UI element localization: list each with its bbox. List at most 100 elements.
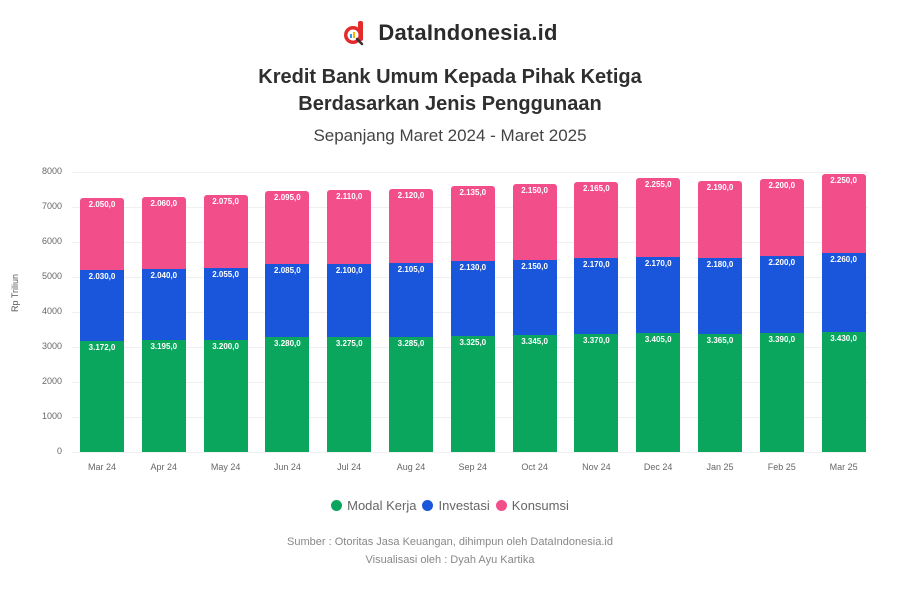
data-label: 2.200,0 (768, 181, 796, 191)
datainddonesia-logo-icon (342, 20, 368, 46)
data-label: 2.040,0 (150, 270, 178, 280)
bar-segment-investasi[interactable]: 2.170,0 (636, 256, 681, 333)
data-label: 2.135,0 (459, 188, 487, 198)
bar-segment-investasi[interactable]: 2.040,0 (141, 268, 186, 341)
data-label: 2.170,0 (583, 260, 610, 270)
data-label: 2.190,0 (706, 183, 734, 193)
data-label: 2.255,0 (644, 179, 672, 189)
bar-segment-konsumsi[interactable]: 2.165,0 (574, 182, 619, 259)
x-tick-label: Dec 24 (643, 462, 673, 472)
legend-label: Investasi (438, 498, 490, 513)
bar-segment-investasi[interactable]: 2.180,0 (698, 257, 742, 335)
bar-segment-konsumsi[interactable]: 2.060,0 (141, 196, 186, 269)
x-tick-label: Jul 24 (337, 462, 362, 472)
bar-segment-modal-kerja[interactable]: 3.405,0 (636, 332, 681, 452)
brand-name: DataIndonesia.id (378, 20, 558, 45)
bar-segment-modal-kerja[interactable]: 3.390,0 (759, 333, 804, 452)
data-label: 3.195,0 (150, 342, 178, 352)
legend-label: Konsumsi (511, 498, 569, 513)
data-label: 3.280,0 (274, 339, 301, 349)
data-label: 3.390,0 (768, 335, 796, 345)
bar-segment-konsumsi[interactable]: 2.255,0 (636, 177, 681, 257)
bar-segment-investasi[interactable]: 2.130,0 (450, 261, 495, 336)
bar-segment-modal-kerja[interactable]: 3.325,0 (450, 335, 495, 452)
data-label: 2.170,0 (644, 258, 672, 268)
bar-segment-konsumsi[interactable]: 2.110,0 (327, 190, 372, 264)
bar-segment-investasi[interactable]: 2.030,0 (80, 269, 124, 341)
data-label: 2.200,0 (768, 258, 796, 268)
bar-segment-konsumsi[interactable]: 2.050,0 (80, 198, 124, 270)
x-tick-label: Sep 24 (458, 462, 488, 472)
bar-segment-investasi[interactable]: 2.150,0 (512, 259, 557, 335)
data-label: 2.075,0 (212, 197, 239, 207)
data-label: 2.085,0 (274, 266, 301, 276)
bar-segment-modal-kerja[interactable]: 3.172,0 (80, 340, 124, 452)
data-label: 2.130,0 (459, 263, 487, 273)
data-label: 2.165,0 (583, 184, 610, 194)
data-label: 2.105,0 (397, 265, 425, 275)
bar-segment-investasi[interactable]: 2.055,0 (203, 268, 248, 340)
bar-segment-konsumsi[interactable]: 2.135,0 (450, 186, 495, 262)
legend-item-modal-kerja[interactable]: Modal Kerja (331, 498, 416, 513)
bar-segment-konsumsi[interactable]: 2.200,0 (759, 179, 804, 257)
bar-segment-konsumsi[interactable]: 2.095,0 (265, 190, 310, 265)
x-tick-label: Mar 25 (829, 462, 858, 472)
x-tick-label: Jan 25 (706, 462, 734, 472)
y-tick-label: 1000 (41, 411, 62, 421)
data-label: 2.060,0 (150, 198, 178, 208)
bar-segment-investasi[interactable]: 2.105,0 (389, 263, 433, 338)
data-label: 2.150,0 (521, 261, 548, 271)
bar-segment-modal-kerja[interactable]: 3.195,0 (141, 340, 186, 452)
bar-segment-modal-kerja[interactable]: 3.365,0 (698, 334, 742, 452)
bar-segment-investasi[interactable]: 2.260,0 (821, 252, 866, 332)
bar-segment-modal-kerja[interactable]: 3.200,0 (203, 340, 248, 452)
data-label: 3.430,0 (830, 333, 857, 343)
y-tick-label: 6000 (41, 236, 62, 246)
data-label: 3.275,0 (335, 339, 363, 349)
data-label: 3.285,0 (397, 339, 425, 349)
x-tick-label: Nov 24 (582, 462, 611, 472)
legend-dot-icon (331, 500, 343, 511)
bar-segment-modal-kerja[interactable]: 3.370,0 (574, 334, 619, 452)
bar-segment-investasi[interactable]: 2.170,0 (574, 258, 619, 335)
x-tick-label: Jun 24 (273, 462, 301, 472)
bar-segment-modal-kerja[interactable]: 3.345,0 (512, 334, 557, 452)
bar-segment-konsumsi[interactable]: 2.190,0 (698, 181, 742, 258)
source-note: Sumber : Otoritas Jasa Keuangan, dihimpu… (0, 533, 900, 569)
data-label: 3.172,0 (88, 342, 116, 352)
bar-segment-investasi[interactable]: 2.100,0 (327, 263, 372, 338)
bar-segment-modal-kerja[interactable]: 3.430,0 (821, 331, 866, 452)
bar-segment-konsumsi[interactable]: 2.250,0 (821, 174, 866, 253)
bar-segment-investasi[interactable]: 2.085,0 (265, 264, 310, 338)
data-label: 2.050,0 (88, 200, 116, 210)
chart-title-line2: Berdasarkan Jenis Penggunaan (298, 93, 602, 115)
bar-segment-konsumsi[interactable]: 2.150,0 (512, 184, 557, 260)
bar-segment-konsumsi[interactable]: 2.075,0 (203, 195, 248, 269)
y-tick-label: 4000 (41, 306, 62, 316)
source-text: Sumber : Otoritas Jasa Keuangan, dihimpu… (287, 536, 613, 548)
bar-segment-modal-kerja[interactable]: 3.280,0 (265, 337, 310, 452)
legend-item-investasi[interactable]: Investasi (422, 498, 490, 513)
data-label: 2.110,0 (336, 192, 363, 202)
data-label: 2.120,0 (397, 191, 425, 201)
bar-segment-modal-kerja[interactable]: 3.285,0 (389, 337, 433, 452)
chart-title: Kredit Bank Umum Kepada Pihak Ketiga Ber… (0, 64, 900, 118)
legend-dot-icon (422, 500, 434, 511)
bar-segment-investasi[interactable]: 2.200,0 (759, 256, 804, 334)
legend-item-konsumsi[interactable]: Konsumsi (495, 498, 569, 513)
y-tick-label: 8000 (41, 166, 62, 176)
chart-subtitle: Sepanjang Maret 2024 - Maret 2025 (313, 126, 587, 145)
data-label: 2.150,0 (521, 186, 548, 196)
y-axis-label: Rp Triliun (10, 273, 20, 312)
bar-segment-konsumsi[interactable]: 2.120,0 (389, 189, 433, 264)
bar-segment-modal-kerja[interactable]: 3.275,0 (327, 337, 372, 452)
data-label: 3.325,0 (459, 337, 487, 347)
x-tick-label: May 24 (210, 462, 241, 472)
legend-label: Modal Kerja (347, 498, 417, 513)
x-tick-label: Feb 25 (767, 462, 796, 472)
data-label: 3.345,0 (521, 336, 548, 346)
y-tick-label: 2000 (41, 376, 62, 386)
data-label: 3.370,0 (583, 336, 610, 346)
brand-header: DataIndonesia.id (0, 20, 900, 46)
